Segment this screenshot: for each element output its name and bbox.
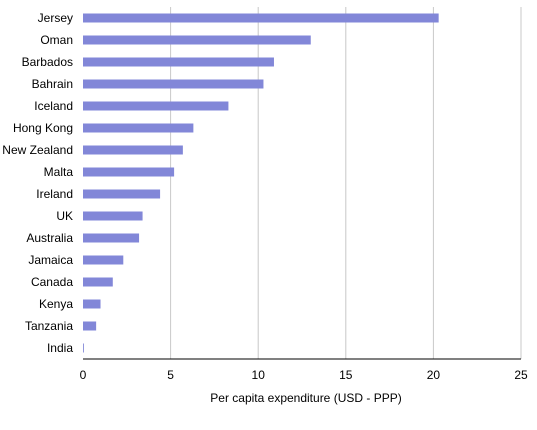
category-label: Jersey (38, 11, 73, 25)
category-label: Hong Kong (13, 121, 73, 135)
bar-kenya (83, 299, 101, 309)
x-tick-label: 0 (80, 368, 87, 382)
x-tick-label: 5 (167, 368, 174, 382)
category-label: Jamaica (28, 253, 73, 267)
bar-bahrain (83, 79, 264, 89)
category-label: Ireland (36, 187, 73, 201)
category-label: India (47, 341, 73, 355)
bar-tanzania (83, 321, 97, 331)
bar-barbados (83, 57, 274, 67)
bar-iceland (83, 101, 229, 111)
bar-malta (83, 167, 175, 177)
x-tick-label: 25 (514, 368, 528, 382)
category-label: Barbados (22, 55, 73, 69)
bar-hong-kong (83, 123, 194, 133)
x-tick-label: 20 (427, 368, 441, 382)
bar-australia (83, 233, 140, 243)
category-label: Iceland (34, 99, 73, 113)
bars (83, 13, 439, 353)
category-label: Kenya (39, 297, 73, 311)
category-label: Bahrain (32, 77, 73, 91)
x-tick-labels: 0 5 10 15 20 25 (80, 368, 528, 382)
category-label: Oman (40, 33, 73, 47)
x-tick-label: 15 (339, 368, 353, 382)
bar-india (83, 343, 84, 353)
bar-ireland (83, 189, 161, 199)
bar-oman (83, 35, 311, 45)
bar-new-zealand (83, 145, 183, 155)
category-label: Australia (26, 231, 73, 245)
bar-jersey (83, 13, 439, 23)
x-axis-title: Per capita expenditure (USD - PPP) (210, 391, 401, 405)
category-label: UK (56, 209, 73, 223)
category-label: Tanzania (25, 319, 73, 333)
bar-uk (83, 211, 143, 221)
category-label: Canada (31, 275, 73, 289)
bar-canada (83, 277, 113, 287)
category-label: Malta (44, 165, 74, 179)
category-label: New Zealand (2, 143, 73, 157)
bar-jamaica (83, 255, 124, 265)
category-labels: Jersey Oman Barbados Bahrain Iceland Hong Kon… (2, 11, 73, 355)
x-tick-label: 10 (252, 368, 266, 382)
